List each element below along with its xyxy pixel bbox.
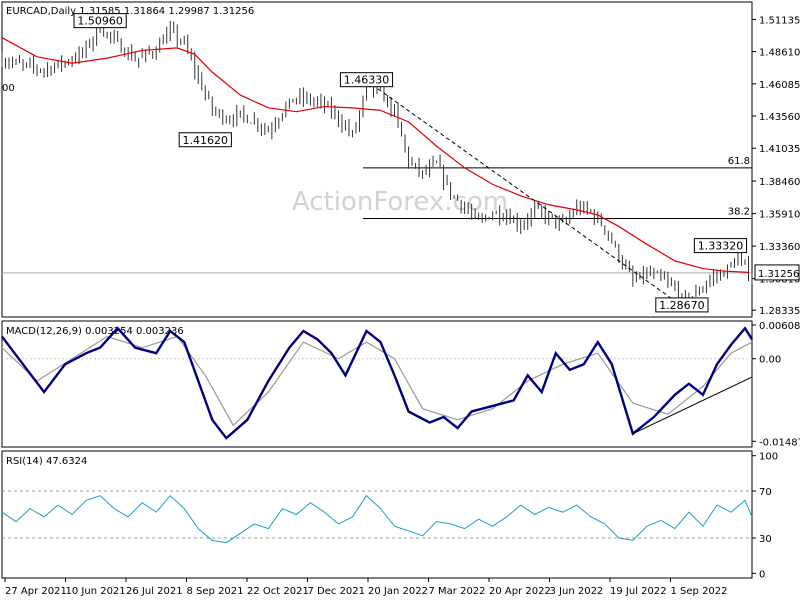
price-label: 1.41620 <box>183 134 229 147</box>
macd-title: MACD(12,26,9) 0.003254 0.003236 <box>6 326 184 337</box>
fib-level-label: 61.8 <box>728 156 750 167</box>
rsi-title: RSI(14) 47.6324 <box>6 456 87 467</box>
price-label-box <box>178 132 232 148</box>
x-tick-label: 20 Apr 2022 <box>489 586 551 597</box>
last-price-label: 1.31256 <box>758 269 799 280</box>
price-label-box <box>693 238 748 254</box>
y-tick-label: 0 <box>759 569 765 580</box>
y-tick-label: 70 <box>759 487 772 498</box>
y-tick-label: 1.28335 <box>759 306 800 317</box>
price-label: 1.46330 <box>344 74 390 87</box>
x-tick-label: 3 Jun 2022 <box>550 586 604 597</box>
rsi-line <box>1 494 753 544</box>
x-tick-label: 7 Mar 2022 <box>429 586 486 597</box>
price-label: 1.28670 <box>659 299 705 312</box>
y-tick-label: 1.48610 <box>759 48 800 59</box>
x-tick-label: 1 Sep 2022 <box>671 586 728 597</box>
price-label: 1.33320 <box>698 240 744 253</box>
y-tick-label: 0.006084 <box>759 321 800 332</box>
partial-label: 00 <box>2 83 15 94</box>
panel-frame <box>1 320 753 448</box>
price-label-box <box>339 72 394 88</box>
x-tick-label: 27 Apr 2021 <box>5 586 67 597</box>
x-tick-label: 8 Sep 2021 <box>187 586 244 597</box>
y-tick-label: 0.00 <box>759 355 781 366</box>
macd-line <box>1 326 754 440</box>
x-tick-label: 20 Jan 2022 <box>368 586 428 597</box>
price-label-box <box>655 297 709 313</box>
price-label-box <box>73 13 127 29</box>
price-label: 1.50960 <box>77 15 123 28</box>
y-tick-label: -0.014876 <box>759 437 800 448</box>
y-tick-label: 1.41035 <box>759 144 800 155</box>
main-title: EURCAD,Daily 1.31585 1.31864 1.29987 1.3… <box>6 6 254 17</box>
x-tick-label: 26 Jul 2021 <box>126 586 183 597</box>
panel-frame <box>1 450 753 579</box>
x-tick-label: 10 Jun 2021 <box>66 586 126 597</box>
y-tick-label: 1.38460 <box>759 177 800 188</box>
x-tick-label: 22 Oct 2021 <box>247 586 309 597</box>
y-tick-label: 1.35910 <box>759 210 800 221</box>
trend-line <box>366 80 683 307</box>
y-tick-label: 30 <box>759 534 772 545</box>
signal-line <box>1 335 753 427</box>
moving-average-line <box>1 37 749 273</box>
last-price-tag <box>754 264 800 281</box>
macd-trend-line <box>632 376 753 435</box>
y-tick-label: 1.33360 <box>759 242 800 253</box>
fib-level-label: 38.2 <box>728 207 750 218</box>
y-tick-label: 1.46085 <box>759 80 800 91</box>
x-tick-label: 19 Jul 2022 <box>610 586 667 597</box>
y-tick-label: 100 <box>759 452 778 463</box>
y-tick-label: 1.51135 <box>759 15 800 26</box>
x-tick-label: 7 Dec 2021 <box>308 586 366 597</box>
watermark: ActionForex.com <box>292 187 508 217</box>
y-tick-label: 1.43560 <box>759 112 800 123</box>
panel-frame <box>1 1 753 318</box>
